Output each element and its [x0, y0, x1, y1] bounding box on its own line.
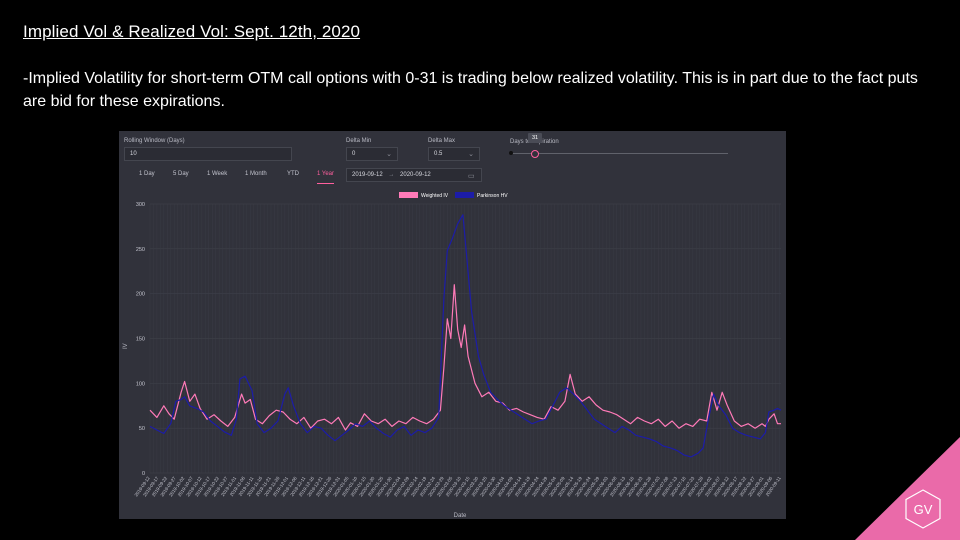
- x-axis-label: Date: [454, 513, 467, 519]
- tab-5-day[interactable]: 5 Day: [173, 171, 189, 177]
- y-axis-ticks: 0 50 100 150 200 250 300: [136, 202, 145, 477]
- corner-triangle: [855, 437, 960, 540]
- gv-hexagon: [905, 489, 941, 529]
- rolling-window-input[interactable]: 10: [124, 147, 292, 161]
- weighted-iv-legend-label: Weighted IV: [421, 193, 449, 199]
- dte-slider-min-dot: [509, 151, 513, 155]
- date-end: 2020-09-12: [400, 172, 431, 178]
- y-tick-label: 300: [136, 202, 145, 208]
- rolling-window-label: Rolling Window (Days): [124, 138, 185, 144]
- dashboard-panel: [119, 131, 786, 519]
- active-tab-underline: [317, 183, 334, 184]
- weighted-iv-legend-swatch: [399, 192, 418, 198]
- dte-slider-tooltip: 31: [528, 133, 542, 143]
- delta-max-value: 0.5: [434, 151, 443, 157]
- rolling-window-value: 10: [130, 151, 137, 157]
- gv-logo-text: GV: [914, 502, 933, 517]
- y-tick-label: 0: [142, 471, 145, 477]
- volatility-line-chart: 0 50 100 150 200 250 300 2019-09-122019-09-172…: [123, 192, 783, 519]
- tab-1-week[interactable]: 1 Week: [207, 171, 228, 177]
- series-lines: [149, 214, 782, 458]
- delta-min-value: 0: [352, 151, 356, 157]
- chevron-down-icon: ⌄: [468, 151, 474, 158]
- delta-min-select[interactable]: 0 ⌄: [346, 147, 398, 161]
- slide-title: Implied Vol & Realized Vol: Sept. 12th, …: [23, 22, 361, 41]
- y-tick-label: 100: [136, 381, 145, 387]
- y-tick-label: 250: [136, 247, 145, 253]
- y-tick-label: 50: [139, 426, 145, 432]
- dte-slider-thumb[interactable]: [531, 150, 539, 158]
- tab-ytd[interactable]: YTD: [287, 171, 299, 177]
- date-start: 2019-09-12: [352, 172, 383, 178]
- delta-max-select[interactable]: 0.5 ⌄: [428, 147, 480, 161]
- y-tick-label: 150: [136, 337, 145, 343]
- tab-1-month[interactable]: 1 Month: [245, 171, 267, 177]
- tab-1-day[interactable]: 1 Day: [139, 171, 155, 177]
- weighted-iv-line: [149, 284, 781, 431]
- y-axis-label: IV: [123, 343, 129, 349]
- date-range-picker[interactable]: 2019-09-12 → 2020-09-12: [346, 168, 482, 182]
- parkinson-hv-legend-swatch: [455, 192, 474, 198]
- delta-min-label: Delta Min: [346, 138, 372, 144]
- calendar-icon[interactable]: ▭: [468, 173, 475, 180]
- tab-1-year[interactable]: 1 Year: [317, 171, 335, 177]
- date-range-separator: →: [388, 172, 395, 178]
- slide-body-text: -Implied Volatility for short-term OTM c…: [23, 70, 918, 110]
- parkinson-hv-legend-label: Parkinson HV: [477, 193, 508, 199]
- chart-legend: Weighted IV Parkinson HV: [399, 192, 508, 199]
- x-axis-ticks: 2019-09-122019-09-172019-09-222019-09-27…: [134, 475, 783, 497]
- dte-slider-track[interactable]: [512, 153, 728, 154]
- chevron-down-icon: ⌄: [386, 151, 392, 158]
- parkinson-hv-line: [149, 214, 782, 458]
- y-tick-label: 200: [136, 292, 145, 298]
- delta-max-label: Delta Max: [428, 138, 456, 144]
